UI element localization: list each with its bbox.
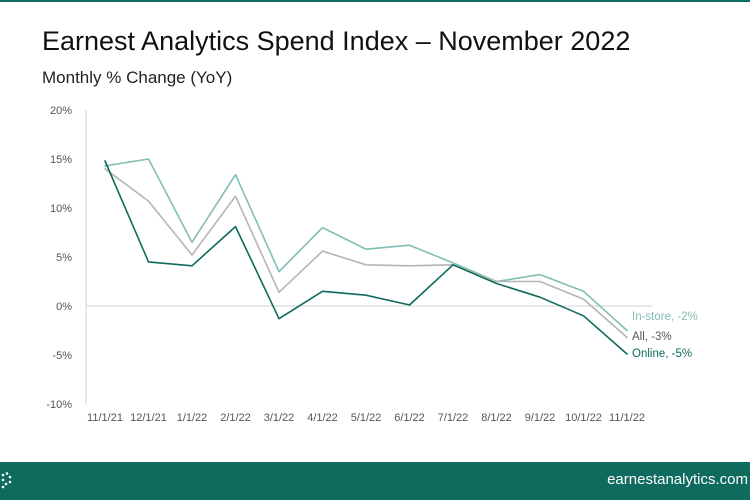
footer-website: earnestanalytics.com [607, 471, 748, 488]
series-label-all: All, -3% [632, 331, 672, 343]
y-tick-label: 10% [50, 203, 72, 215]
y-tick-label: 5% [56, 252, 72, 264]
x-tick-label: 10/1/22 [565, 412, 602, 424]
x-tick-label: 9/1/22 [525, 412, 556, 424]
x-tick-label: 7/1/22 [438, 412, 469, 424]
series-label-in-store: In-store, -2% [632, 311, 698, 323]
series-line-all [104, 168, 628, 339]
x-tick-label: 1/1/22 [177, 412, 208, 424]
x-tick-label: 8/1/22 [481, 412, 512, 424]
y-tick-label: 0% [56, 301, 72, 313]
y-tick-label: -5% [52, 350, 72, 362]
x-tick-label: 12/1/21 [130, 412, 167, 424]
footer-bar: earnestanalytics.com [0, 462, 750, 500]
series-line-in-store [104, 158, 628, 332]
series-line-online [104, 160, 628, 355]
earnest-logo-icon [1, 472, 12, 489]
chart-title: Earnest Analytics Spend Index – November… [42, 26, 631, 56]
y-tick-label: -10% [46, 399, 72, 411]
chart-subtitle: Monthly % Change (YoY) [42, 68, 233, 87]
y-tick-label: 20% [50, 105, 72, 117]
line-chart: -10% -5% 0% 5% 10% 15% 20% 11/1/21 12/1/21 1/1/22… [46, 105, 698, 424]
x-tick-label: 2/1/22 [220, 412, 251, 424]
x-tick-label: 6/1/22 [394, 412, 425, 424]
x-tick-label: 11/1/22 [609, 412, 645, 424]
x-tick-label: 3/1/22 [264, 412, 295, 424]
top-rule [0, 0, 750, 2]
x-tick-label: 5/1/22 [351, 412, 382, 424]
x-tick-label: 4/1/22 [307, 412, 338, 424]
series-label-online: Online, -5% [632, 348, 692, 360]
y-tick-label: 15% [50, 154, 72, 166]
x-tick-label: 11/1/21 [87, 412, 123, 424]
